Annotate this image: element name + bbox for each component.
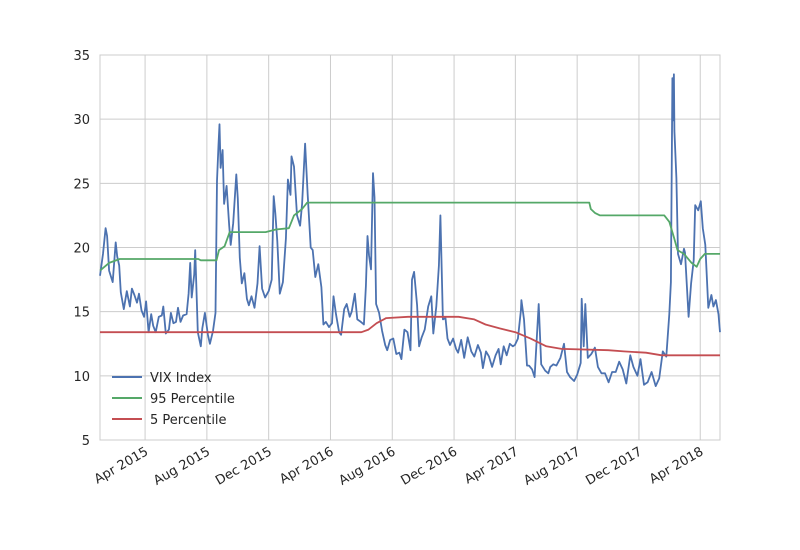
x-tick-label: Apr 2015 [92,444,151,487]
legend: VIX Index 95 Percentile 5 Percentile [112,371,235,428]
x-tick-label: Apr 2018 [647,444,706,487]
y-tick-label: 5 [82,434,90,449]
grid [100,54,720,441]
legend-label: VIX Index [150,371,212,386]
x-tick-label: Dec 2016 [399,444,461,488]
x-tick-label: Aug 2016 [337,444,399,488]
y-tick-label: 15 [73,306,90,321]
x-tick-label: Dec 2017 [583,444,645,488]
series-line-2 [100,315,720,357]
series-line-0 [99,73,721,387]
x-tick-label: Apr 2016 [277,444,336,487]
y-tick-label: 25 [73,177,90,192]
series-line-1 [99,201,720,272]
y-tick-label: 20 [73,242,90,257]
legend-label: 5 Percentile [150,413,227,428]
y-axis-ticks: 5 10 15 20 25 30 35 [73,49,90,449]
x-tick-label: Aug 2017 [521,444,583,488]
plot-frame [99,54,721,441]
y-tick-label: 35 [73,49,90,64]
x-tick-label: Aug 2015 [151,444,213,488]
x-axis-ticks: Apr 2015 Aug 2015 Dec 2015 Apr 2016 Aug 2016… [92,444,706,488]
series-lines [99,73,721,387]
x-tick-label: Dec 2015 [213,444,275,488]
y-tick-label: 10 [73,370,90,385]
x-tick-label: Apr 2017 [462,444,521,487]
legend-label: 95 Percentile [150,392,235,407]
y-tick-label: 30 [73,113,90,128]
